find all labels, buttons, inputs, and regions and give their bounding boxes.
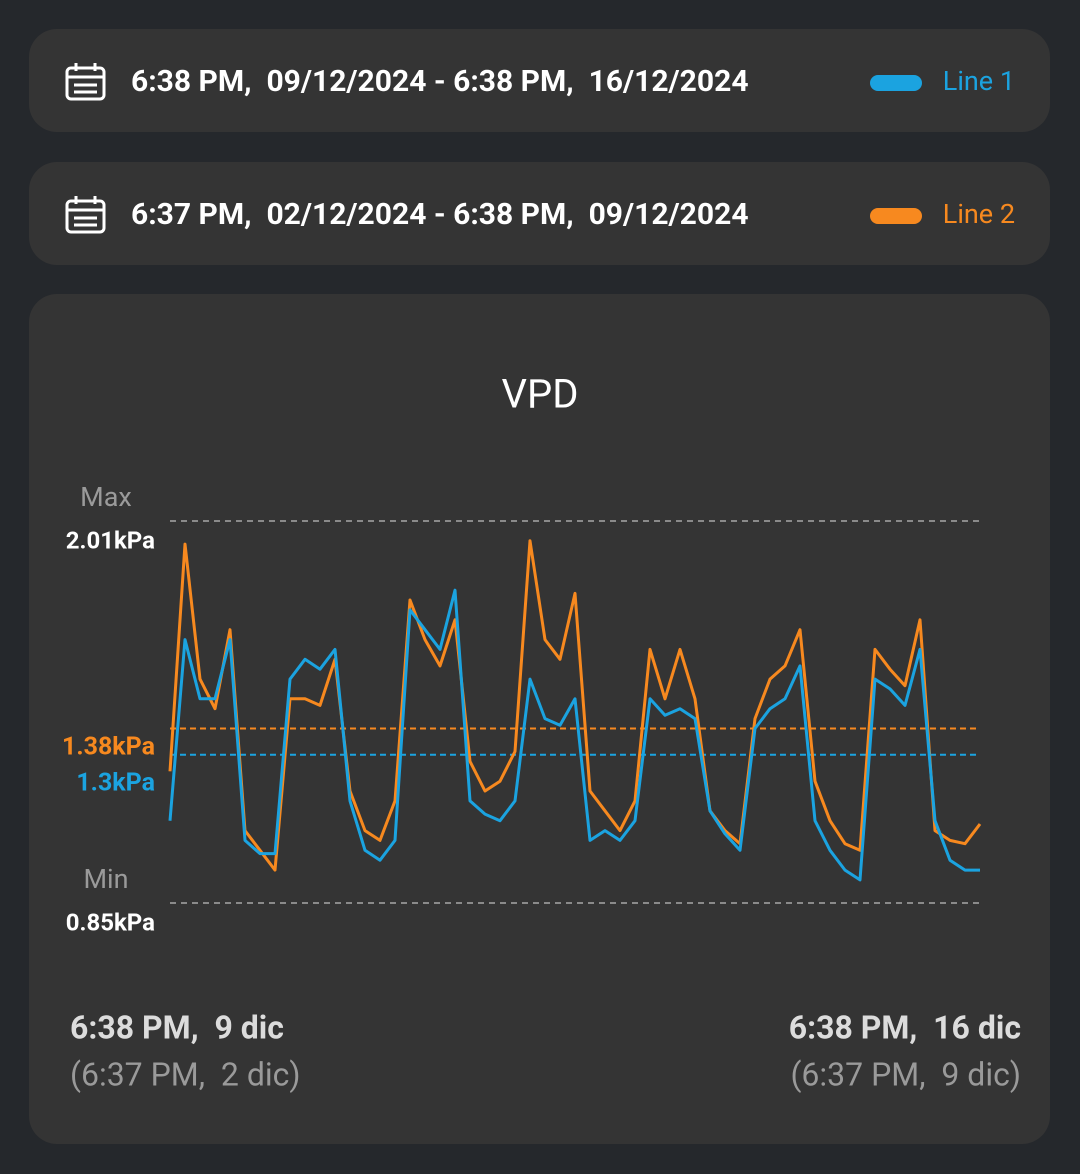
min-label: Min bbox=[83, 863, 128, 895]
range-text: 6:37 PM, 02/12/2024 - 6:38 PM, 09/12/202… bbox=[131, 197, 749, 232]
mean-label: 1.3kPa bbox=[76, 769, 155, 798]
data-line bbox=[168, 539, 982, 872]
max-label: Max bbox=[80, 481, 132, 513]
legend-swatch bbox=[870, 75, 922, 91]
chart-title: VPD bbox=[502, 371, 579, 418]
data-line bbox=[168, 588, 980, 882]
chart-card bbox=[29, 294, 1050, 1144]
range-text: 6:38 PM, 09/12/2024 - 6:38 PM, 16/12/202… bbox=[131, 64, 749, 99]
y-tick-label: 0.85kPa bbox=[66, 908, 155, 936]
range-card[interactable] bbox=[29, 29, 1050, 132]
calendar-icon bbox=[65, 63, 106, 101]
x-end-compare: (6:37 PM, 9 dic) bbox=[790, 1055, 1021, 1093]
legend-swatch bbox=[870, 208, 922, 224]
calendar-icon bbox=[65, 196, 106, 234]
x-end-time: 6:38 PM, 16 dic bbox=[789, 1008, 1021, 1046]
mean-label: 1.38kPa bbox=[62, 733, 155, 762]
legend-label: Line 2 bbox=[943, 198, 1015, 230]
x-start-compare: (6:37 PM, 2 dic) bbox=[70, 1055, 301, 1093]
y-tick-label: 2.01kPa bbox=[66, 526, 155, 554]
range-card[interactable] bbox=[29, 162, 1050, 265]
x-start-time: 6:38 PM, 9 dic bbox=[70, 1008, 284, 1046]
legend-label: Line 1 bbox=[943, 65, 1015, 97]
